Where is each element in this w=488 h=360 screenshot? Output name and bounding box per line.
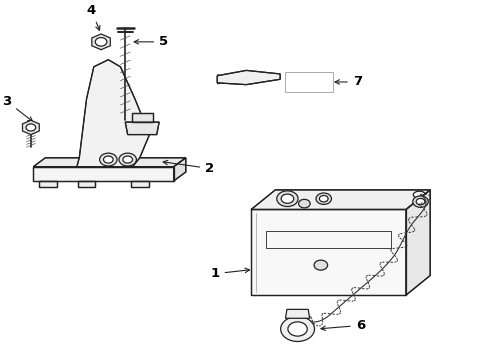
- Circle shape: [315, 193, 331, 204]
- Polygon shape: [33, 167, 173, 181]
- Polygon shape: [285, 309, 309, 318]
- Text: 6: 6: [320, 319, 364, 332]
- Circle shape: [26, 124, 36, 131]
- Polygon shape: [78, 181, 95, 187]
- Polygon shape: [131, 113, 153, 122]
- Polygon shape: [33, 158, 185, 167]
- Text: 4: 4: [86, 4, 100, 30]
- Polygon shape: [405, 190, 429, 295]
- Polygon shape: [22, 120, 39, 135]
- Circle shape: [319, 195, 327, 202]
- Circle shape: [298, 199, 309, 208]
- Text: 1: 1: [210, 267, 249, 280]
- Circle shape: [313, 260, 327, 270]
- Polygon shape: [77, 60, 149, 167]
- Polygon shape: [39, 181, 57, 187]
- Circle shape: [103, 156, 113, 163]
- Polygon shape: [251, 190, 429, 210]
- Circle shape: [280, 316, 314, 342]
- Circle shape: [95, 37, 107, 46]
- Text: 2: 2: [163, 160, 214, 175]
- Text: 3: 3: [2, 95, 33, 121]
- Circle shape: [122, 156, 132, 163]
- Polygon shape: [217, 70, 280, 85]
- Circle shape: [276, 191, 298, 207]
- Polygon shape: [125, 122, 159, 135]
- Circle shape: [412, 196, 427, 207]
- Circle shape: [281, 194, 293, 203]
- Polygon shape: [251, 210, 405, 295]
- Polygon shape: [131, 181, 148, 187]
- Polygon shape: [92, 34, 110, 50]
- Circle shape: [100, 153, 117, 166]
- Text: 7: 7: [334, 76, 361, 89]
- Polygon shape: [173, 158, 185, 181]
- Text: 5: 5: [134, 35, 168, 48]
- Circle shape: [119, 153, 136, 166]
- Circle shape: [415, 198, 424, 205]
- Circle shape: [287, 322, 306, 336]
